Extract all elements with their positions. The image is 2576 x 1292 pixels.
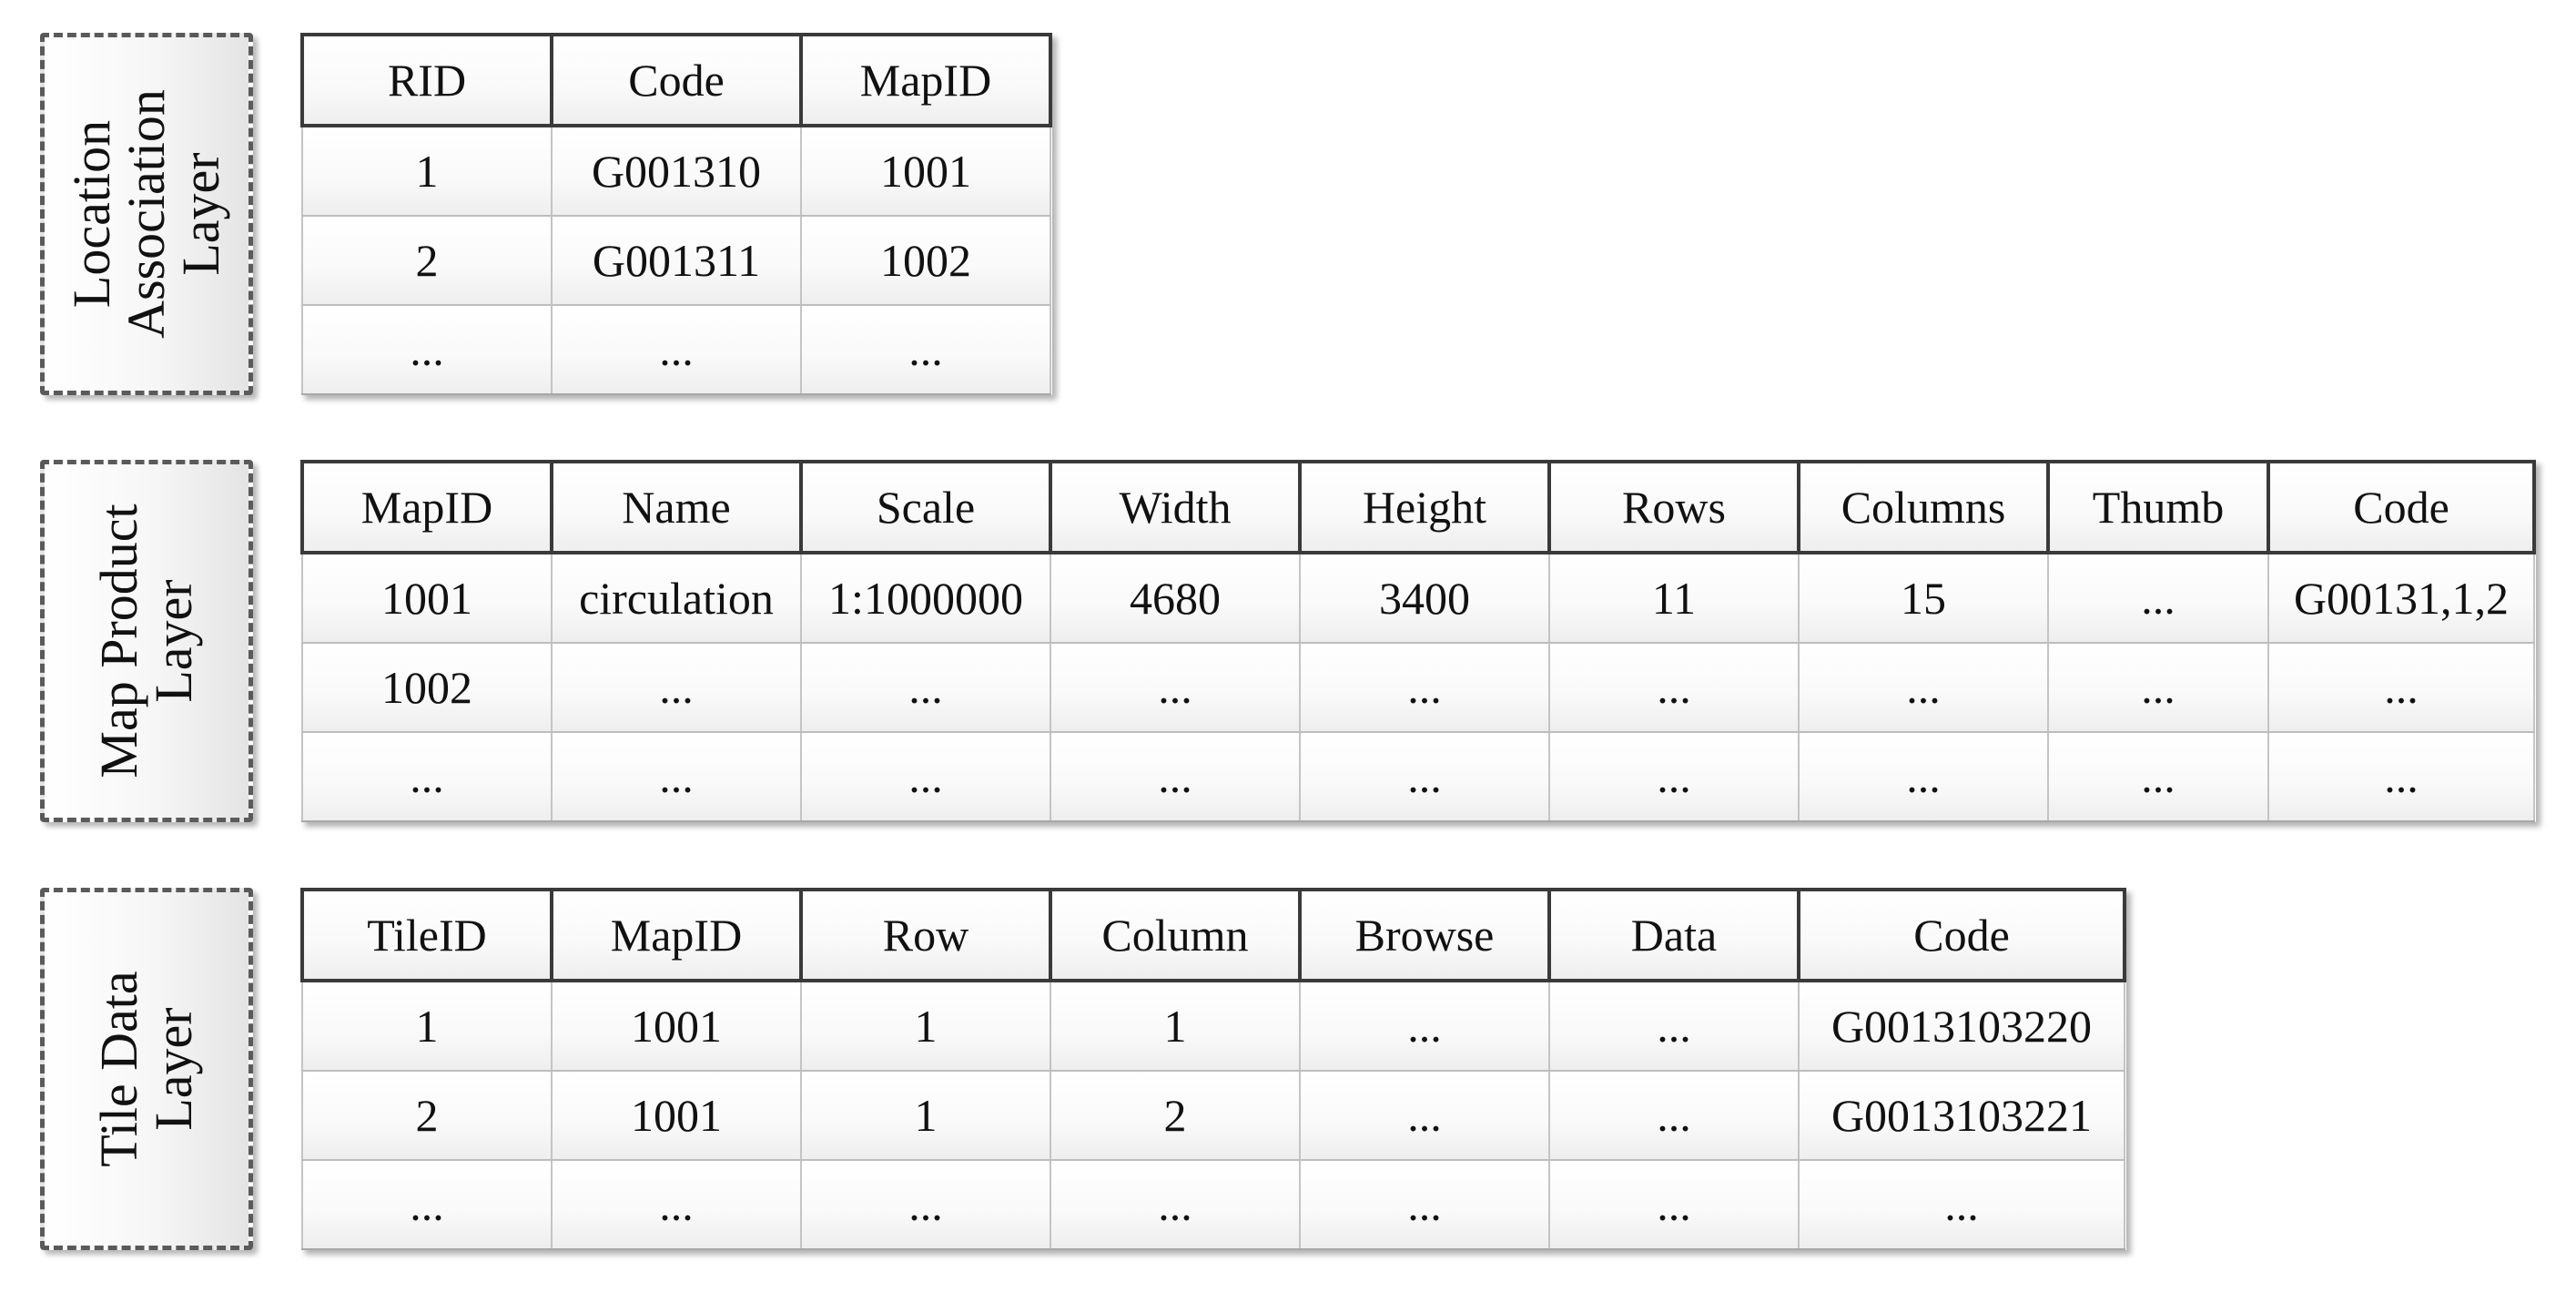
table-cell: 1001 — [551, 979, 802, 1072]
column-header: Rows — [1547, 460, 1800, 554]
table-cell: ... — [800, 1159, 1051, 1250]
column-header: MapID — [550, 888, 803, 982]
location-association-layer-label: Location Association Layer — [62, 89, 230, 339]
table-cell: G0013103220 — [1798, 979, 2125, 1072]
table-cell: ... — [1548, 979, 1800, 1072]
column-header: MapID — [799, 33, 1052, 127]
location-association-table: RID Code MapID 1 G001310 1001 2 G001311 1002...… — [300, 33, 1052, 395]
column-header: Name — [550, 460, 803, 554]
table-cell: ... — [1548, 1070, 1800, 1161]
column-header: Row — [799, 888, 1052, 982]
table-cell: 4680 — [1050, 551, 1301, 644]
tile-data-table: TileID MapID Row Column Browse Data Code 1 1001… — [300, 888, 2126, 1250]
column-header: Data — [1547, 888, 1800, 982]
column-header: Code — [550, 33, 803, 127]
location-association-layer-box: Location Association Layer — [40, 33, 253, 395]
table-cell: ... — [2047, 642, 2269, 733]
table-cell: 1 — [301, 124, 553, 217]
table-cell: G001311 — [551, 215, 802, 306]
table-row: 1 G001310 1001 — [301, 124, 1051, 217]
table-cell: 2 — [1050, 1070, 1301, 1161]
table-cell: ... — [551, 642, 802, 733]
table-cell: 15 — [1798, 551, 2049, 644]
column-header: Height — [1298, 460, 1551, 554]
map-product-layer-box: Map Product Layer — [40, 460, 253, 822]
table-cell: ... — [1050, 642, 1301, 733]
table-cell: 1002 — [800, 215, 1051, 306]
table-cell: ... — [2267, 731, 2535, 822]
tile-data-layer-label: Tile Data Layer — [89, 971, 203, 1167]
table-header-row: TileID MapID Row Column Browse Data Code — [300, 888, 2126, 982]
table-cell: 1001 — [301, 551, 553, 644]
table-row: ........................... — [301, 731, 2535, 822]
table-cell: 2 — [301, 1070, 553, 1161]
map-product-layer-label: Map Product Layer — [89, 504, 203, 778]
table-cell: G00131,1,2 — [2267, 551, 2535, 644]
table-cell: ... — [1299, 1159, 1550, 1250]
table-row: 2 1001 1 2...... G0013103221 — [301, 1070, 2125, 1161]
table-cell: 1:1000000 — [800, 551, 1051, 644]
column-header: Scale — [799, 460, 1052, 554]
table-cell: ... — [1548, 731, 1800, 822]
table-cell: 1 — [1050, 979, 1301, 1072]
table-header-row: RID Code MapID — [300, 33, 1052, 127]
table-cell: ... — [301, 1159, 553, 1250]
table-cell: ... — [551, 304, 802, 395]
tile-data-layer-box: Tile Data Layer — [40, 888, 253, 1250]
table-cell: ... — [800, 731, 1051, 822]
table-row: ......... — [301, 304, 1051, 395]
table-cell: ... — [1050, 731, 1301, 822]
table-cell: ... — [1299, 979, 1550, 1072]
column-header: TileID — [300, 888, 553, 982]
table-cell: 1 — [301, 979, 553, 1072]
column-header: Browse — [1298, 888, 1551, 982]
table-cell: 3400 — [1299, 551, 1550, 644]
table-cell: ... — [1548, 1159, 1800, 1250]
table-cell: ... — [1798, 1159, 2125, 1250]
table-cell: 1001 — [551, 1070, 802, 1161]
table-cell: ... — [800, 642, 1051, 733]
column-header: RID — [300, 33, 553, 127]
table-cell: ... — [301, 731, 553, 822]
table-row: 2 G001311 1002 — [301, 215, 1051, 306]
table-cell: 2 — [301, 215, 553, 306]
table-cell: ... — [551, 731, 802, 822]
table-cell: G0013103221 — [1798, 1070, 2125, 1161]
column-header: Thumb — [2046, 460, 2270, 554]
table-cell: 1 — [800, 979, 1051, 1072]
table-row: 1001 circulation 1:1000000 4680 3400 11 15... G… — [301, 551, 2535, 644]
table-cell: ... — [1299, 731, 1550, 822]
table-cell: 1 — [800, 1070, 1051, 1161]
column-header: Columns — [1797, 460, 2050, 554]
table-row: ..................... — [301, 1159, 2125, 1250]
table-cell: ... — [301, 304, 553, 395]
table-cell: ... — [1798, 731, 2049, 822]
table-cell: ... — [1050, 1159, 1301, 1250]
table-cell: ... — [2267, 642, 2535, 733]
table-cell: ... — [2047, 551, 2269, 644]
column-header: Code — [1797, 888, 2126, 982]
column-header: Column — [1049, 888, 1302, 982]
table-cell: 1002 — [301, 642, 553, 733]
table-row: 1002........................ — [301, 642, 2535, 733]
table-cell: ... — [1798, 642, 2049, 733]
column-header: Code — [2267, 460, 2536, 554]
table-cell: 11 — [1548, 551, 1800, 644]
table-row: 1 1001 1 1...... G0013103220 — [301, 979, 2125, 1072]
table-cell: ... — [800, 304, 1051, 395]
table-cell: ... — [1299, 642, 1550, 733]
map-product-table: MapID Name Scale Width Height Rows Columns Thum… — [300, 460, 2536, 822]
table-cell: 1001 — [800, 124, 1051, 217]
table-cell: ... — [2047, 731, 2269, 822]
column-header: MapID — [300, 460, 553, 554]
table-cell: G001310 — [551, 124, 802, 217]
table-header-row: MapID Name Scale Width Height Rows Columns Thum… — [300, 460, 2536, 554]
column-header: Width — [1049, 460, 1302, 554]
table-cell: ... — [1548, 642, 1800, 733]
table-cell: ... — [551, 1159, 802, 1250]
table-cell: ... — [1299, 1070, 1550, 1161]
table-cell: circulation — [551, 551, 802, 644]
